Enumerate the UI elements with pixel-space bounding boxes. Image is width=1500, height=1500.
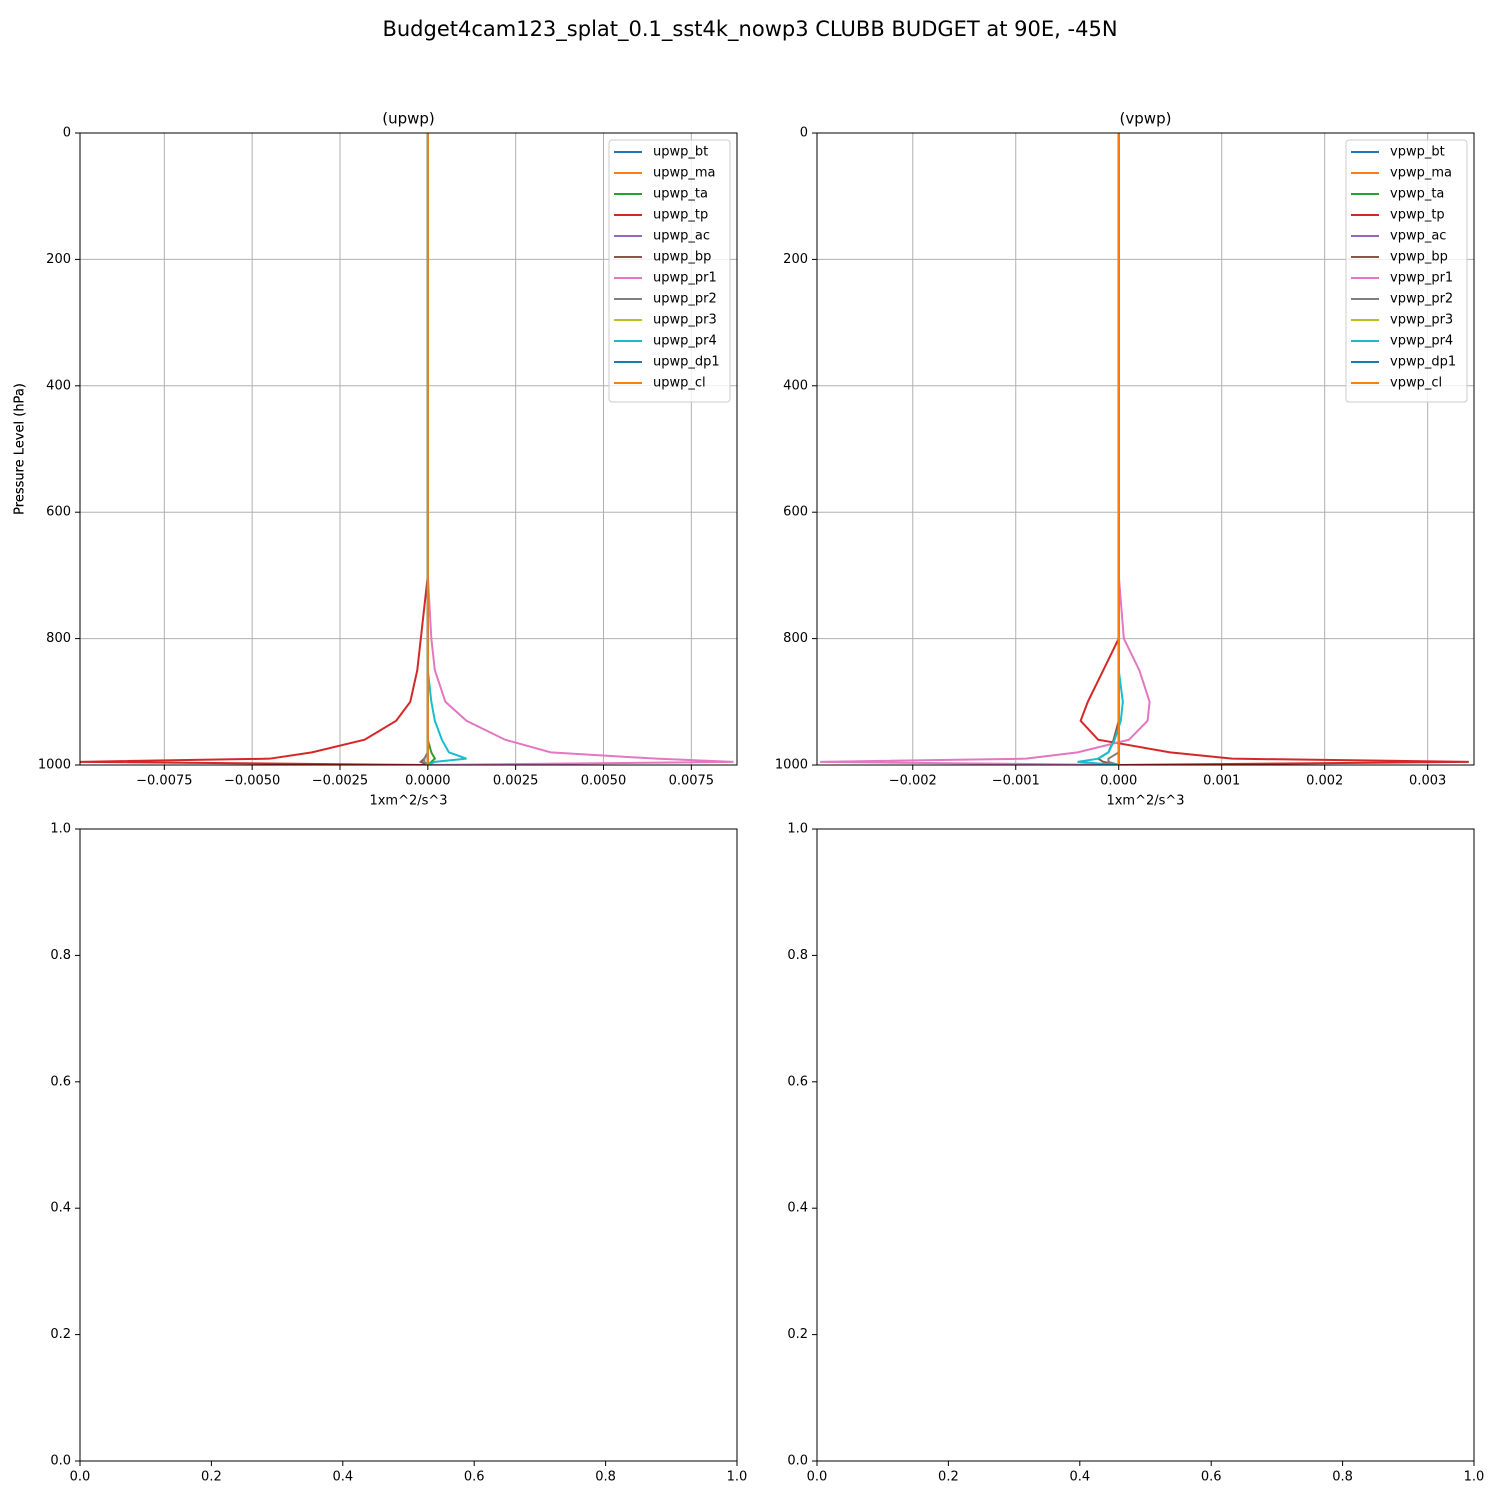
- x-tick-label: 0.8: [595, 1470, 616, 1485]
- y-tick-label: 1.0: [50, 822, 71, 837]
- y-tick-label: 0.2: [787, 1327, 808, 1342]
- x-axis-label: 1xm^2/s^3: [1106, 794, 1184, 809]
- x-tick-label: 0.6: [464, 1470, 485, 1485]
- legend-label: vpwp_pr1: [1390, 271, 1453, 286]
- x-tick-label: 0.0050: [581, 774, 627, 789]
- legend-label: upwp_pr1: [653, 271, 717, 286]
- legend-label: upwp_pr4: [653, 334, 717, 349]
- y-tick-label: 0.0: [787, 1454, 808, 1469]
- series-line: [1077, 133, 1124, 765]
- y-tick-label: 0.0: [50, 1454, 71, 1469]
- legend-label: vpwp_ac: [1390, 229, 1446, 244]
- y-tick-label: 0.4: [50, 1201, 71, 1216]
- x-tick-label: 0.001: [1203, 774, 1240, 789]
- y-tick-label: 200: [46, 252, 71, 267]
- y-tick-label: 0.4: [787, 1201, 808, 1216]
- axes-frame: [816, 828, 1475, 1462]
- y-axis-label: Pressure Level (hPa): [13, 383, 28, 515]
- series-line: [1096, 133, 1120, 765]
- plot-area: [820, 133, 1469, 765]
- x-tick-label: 0.0000: [405, 774, 451, 789]
- legend-label: vpwp_tp: [1390, 208, 1445, 223]
- legend-label: vpwp_dp1: [1390, 355, 1456, 370]
- x-tick-label: 0.4: [1069, 1470, 1090, 1485]
- y-tick-label: 400: [783, 378, 808, 393]
- x-tick-label: 0.2: [938, 1470, 959, 1485]
- y-tick-label: 600: [783, 505, 808, 520]
- y-tick-label: 0.2: [50, 1327, 71, 1342]
- x-tick-label: −0.001: [992, 774, 1040, 789]
- x-tick-label: 1.0: [727, 1470, 748, 1485]
- axes-frame: [79, 828, 738, 1462]
- legend-label: vpwp_bp: [1390, 250, 1448, 265]
- series-line: [426, 133, 437, 765]
- axes-frame: [79, 132, 738, 766]
- y-tick-label: 200: [783, 252, 808, 267]
- subplot-title: (upwp): [382, 110, 435, 128]
- x-tick-label: 0.6: [1201, 1470, 1222, 1485]
- x-tick-label: 0.0075: [669, 774, 715, 789]
- y-tick-label: 1000: [775, 758, 808, 773]
- series-line: [418, 133, 429, 765]
- y-tick-label: 1000: [38, 758, 71, 773]
- legend-label: upwp_pr2: [653, 292, 717, 307]
- plot-area: [80, 133, 734, 765]
- y-tick-label: 800: [46, 631, 71, 646]
- legend-label: upwp_cl: [653, 376, 706, 391]
- legend-box: [1345, 139, 1468, 403]
- x-tick-label: 0.8: [1332, 1470, 1353, 1485]
- y-axis-label: Pressure Level (hPa): [13, 383, 28, 515]
- y-tick-label: 0.8: [50, 948, 71, 963]
- x-tick-label: 0.0025: [493, 774, 539, 789]
- x-tick-label: −0.0050: [224, 774, 280, 789]
- legend-label: upwp_pr3: [653, 313, 717, 328]
- axes-frame: [816, 132, 1475, 766]
- y-tick-label: 0: [63, 126, 71, 141]
- legend-label: upwp_ta: [653, 187, 708, 202]
- x-tick-label: −0.002: [889, 774, 937, 789]
- legend-box: [608, 139, 731, 403]
- x-axis-label: 1xm^2/s^3: [369, 794, 447, 809]
- y-tick-label: 0.6: [787, 1074, 808, 1089]
- legend-label: vpwp_ma: [1390, 166, 1452, 181]
- legend-label: upwp_tp: [653, 208, 708, 223]
- legend-label: upwp_bt: [653, 145, 708, 160]
- y-tick-label: 1.0: [787, 822, 808, 837]
- subplot-title: (vpwp): [1120, 110, 1172, 128]
- series-line: [426, 133, 467, 765]
- x-tick-label: 0.002: [1306, 774, 1343, 789]
- y-tick-label: 0: [800, 126, 808, 141]
- x-tick-label: 1.0: [1464, 1470, 1485, 1485]
- legend-label: upwp_bp: [653, 250, 711, 265]
- figure-title: Budget4cam123_splat_0.1_sst4k_nowp3 CLUB…: [382, 17, 1117, 42]
- y-tick-label: 0.8: [787, 948, 808, 963]
- x-tick-label: 0.0: [807, 1470, 828, 1485]
- x-tick-label: 0.0: [70, 1470, 91, 1485]
- y-tick-label: 0.6: [50, 1074, 71, 1089]
- legend-label: vpwp_pr3: [1390, 313, 1453, 328]
- y-tick-label: 600: [46, 505, 71, 520]
- x-tick-label: 0.4: [332, 1470, 353, 1485]
- legend-label: vpwp_pr4: [1390, 334, 1453, 349]
- legend-label: upwp_dp1: [653, 355, 720, 370]
- x-tick-label: 0.000: [1100, 774, 1137, 789]
- legend-label: vpwp_bt: [1390, 145, 1445, 160]
- x-tick-label: 0.003: [1409, 774, 1446, 789]
- legend-label: vpwp_ta: [1390, 187, 1444, 202]
- series-line: [1107, 133, 1120, 765]
- y-tick-label: 400: [46, 378, 71, 393]
- legend-label: upwp_ma: [653, 166, 716, 181]
- y-tick-label: 800: [783, 631, 808, 646]
- series-line: [820, 133, 1151, 765]
- x-tick-label: −0.0025: [312, 774, 368, 789]
- x-tick-label: −0.0075: [136, 774, 192, 789]
- legend-label: vpwp_pr2: [1390, 292, 1453, 307]
- legend-label: vpwp_cl: [1390, 376, 1442, 391]
- series-line: [80, 133, 429, 765]
- x-tick-label: 0.2: [201, 1470, 222, 1485]
- legend-label: upwp_ac: [653, 229, 710, 244]
